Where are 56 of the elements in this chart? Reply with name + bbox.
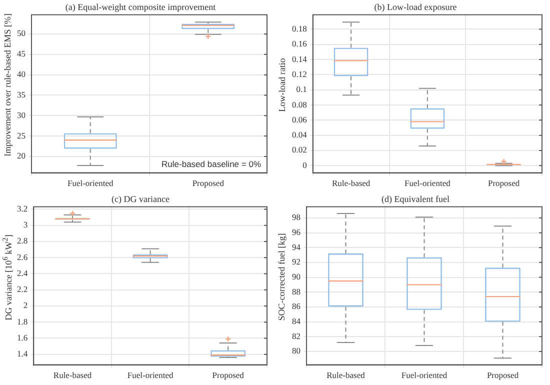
- y-tick-label: 84: [292, 316, 302, 326]
- y-axis-title: Improvement over rule-based EMS [%]: [2, 14, 12, 156]
- y-tick-label: 0.1: [296, 84, 307, 94]
- y-axis-title: Low-load ratio: [277, 58, 288, 112]
- y-tick-label: 50: [17, 28, 26, 38]
- y-tick-label: 0.12: [292, 68, 307, 79]
- y-tick-label: 30: [17, 110, 26, 120]
- y-tick-label: 1.6: [17, 332, 28, 342]
- x-tick-label: Fuel-oriented: [67, 178, 114, 188]
- x-tick-label: Proposed: [488, 178, 520, 188]
- y-axis-title: SOC-corrected fuel [kg]: [277, 233, 287, 321]
- y-tick-label: 3.2: [17, 203, 28, 214]
- y-tick-label: 25: [17, 130, 26, 140]
- y-tick-label: 2.6: [17, 252, 28, 262]
- y-tick-label: 45: [17, 48, 26, 59]
- y-tick-label: 1.4: [17, 348, 28, 359]
- chart-title: (c) DG variance: [112, 194, 170, 204]
- y-tick-label: 0.18: [292, 23, 307, 34]
- y-tick-label: 88: [292, 286, 300, 296]
- y-tick-label: 94: [292, 242, 302, 252]
- y-tick-label: 1.8: [17, 316, 28, 326]
- y-tick-label: 0.14: [292, 54, 308, 64]
- y-tick-label: 82: [292, 330, 300, 341]
- x-tick-label: Proposed: [212, 370, 245, 380]
- y-tick-label: 0: [302, 160, 307, 170]
- chart-title: (b) Low-load exposure: [374, 2, 457, 12]
- x-tick-label: Fuel-oriented: [404, 178, 452, 188]
- y-tick-label: 80: [292, 346, 300, 356]
- y-tick-label: 2.8: [17, 236, 28, 246]
- y-tick-label: 2.4: [17, 268, 28, 278]
- y-tick-label: 2: [23, 300, 28, 310]
- y-tick-label: 40: [17, 69, 26, 80]
- y-tick-label: 35: [17, 89, 26, 100]
- y-tick-label: 98: [292, 212, 300, 222]
- y-tick-label: 0.06: [292, 114, 307, 124]
- chart-title: (d) Equivalent fuel: [382, 194, 450, 204]
- y-tick-label: 0.04: [292, 130, 308, 140]
- chart-title: (a) Equal-weight composite improvement: [65, 2, 216, 12]
- y-tick-label: 0.16: [292, 38, 307, 49]
- y-tick-label: 20: [17, 150, 26, 161]
- x-tick-label: Proposed: [192, 178, 225, 188]
- y-tick-label: 0.02: [292, 144, 307, 155]
- y-tick-label: 3: [23, 220, 28, 230]
- y-tick-label: 90: [292, 272, 300, 282]
- annotation: Rule-based baseline = 0%: [162, 158, 262, 169]
- x-tick-label: Rule-based: [332, 178, 371, 188]
- y-tick-label: 0.08: [292, 99, 307, 110]
- y-tick-label: 92: [292, 256, 300, 267]
- y-tick-label: 96: [292, 226, 300, 237]
- x-tick-label: Rule-based: [326, 370, 366, 380]
- x-tick-label: Fuel-oriented: [401, 370, 448, 380]
- x-tick-label: Proposed: [486, 370, 520, 380]
- y-tick-label: 86: [292, 301, 300, 312]
- x-tick-label: Rule-based: [53, 370, 92, 380]
- y-tick-label: 2.2: [17, 284, 28, 294]
- x-tick-label: Fuel-oriented: [127, 370, 174, 380]
